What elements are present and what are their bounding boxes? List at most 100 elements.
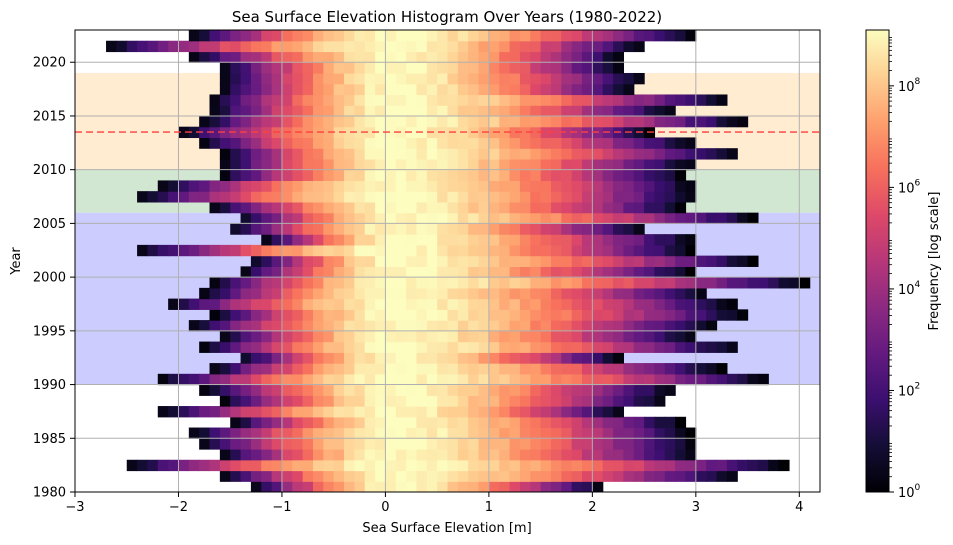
heatmap-cell <box>209 341 221 353</box>
heatmap-cell <box>447 309 459 321</box>
heatmap-cell <box>550 180 562 192</box>
heatmap-cell <box>571 427 583 439</box>
heatmap-cell <box>406 277 418 289</box>
heatmap-cell <box>437 94 449 106</box>
heatmap-cell <box>695 287 707 300</box>
heatmap-cell <box>219 384 231 396</box>
heatmap-cell <box>530 40 542 53</box>
heatmap-cell <box>447 105 459 117</box>
heatmap-cell <box>540 51 552 63</box>
heatmap-cell <box>354 223 366 235</box>
heatmap-cell <box>188 298 200 310</box>
heatmap-cell <box>561 427 573 439</box>
heatmap-cell <box>519 137 531 149</box>
heatmap-cell <box>188 30 200 42</box>
heatmap-cell <box>178 244 190 257</box>
heatmap-cell <box>654 266 666 278</box>
heatmap-cell <box>375 148 387 160</box>
heatmap-cell <box>716 470 728 482</box>
heatmap-cell <box>240 277 252 289</box>
heatmap-cell <box>240 169 252 182</box>
heatmap-cell <box>302 62 314 74</box>
heatmap-cell <box>333 363 345 375</box>
heatmap-cell <box>695 255 707 267</box>
y-tick-label: 2015 <box>33 109 66 124</box>
heatmap-cell <box>550 287 562 300</box>
heatmap-cell <box>354 94 366 106</box>
heatmap-cell <box>168 406 180 418</box>
heatmap-cell <box>385 223 397 235</box>
heatmap-cell <box>633 201 645 214</box>
heatmap-cell <box>137 244 149 257</box>
heatmap-cell <box>354 51 366 63</box>
heatmap-cell <box>271 277 283 289</box>
heatmap-cell <box>375 255 387 267</box>
heatmap-cell <box>302 180 314 192</box>
heatmap-cell <box>375 51 387 63</box>
heatmap-cell <box>209 94 221 106</box>
heatmap-cell <box>354 180 366 192</box>
heatmap-cell <box>364 223 376 235</box>
heatmap-cell <box>406 320 418 332</box>
heatmap-cell <box>395 298 407 310</box>
heatmap-cell <box>664 30 676 42</box>
heatmap-cell <box>292 201 304 214</box>
heatmap-cell <box>499 470 511 482</box>
heatmap-cell <box>633 459 645 472</box>
heatmap-cell <box>571 223 583 235</box>
heatmap-cell <box>302 201 314 214</box>
heatmap-cell <box>509 406 521 418</box>
heatmap-cell <box>312 83 324 96</box>
heatmap-cell <box>240 427 252 439</box>
heatmap-cell <box>457 137 469 149</box>
heatmap-cell <box>468 363 480 375</box>
heatmap-cell <box>582 406 593 418</box>
heatmap-cell <box>664 244 676 257</box>
heatmap-cell <box>230 449 242 461</box>
heatmap-cell <box>457 83 469 96</box>
heatmap-cell <box>613 363 625 375</box>
heatmap-cell <box>281 330 293 343</box>
heatmap-cell <box>644 158 656 171</box>
heatmap-cell <box>354 298 366 310</box>
heatmap-cell <box>582 438 593 450</box>
heatmap-cell <box>571 51 583 63</box>
heatmap-cell <box>664 105 676 117</box>
heatmap-cell <box>644 395 656 407</box>
heatmap-cell <box>250 298 262 310</box>
heatmap-cell <box>333 234 345 246</box>
heatmap-cell <box>416 83 428 96</box>
heatmap-cell <box>613 62 625 74</box>
heatmap-cell <box>675 234 687 246</box>
heatmap-cell <box>519 72 531 85</box>
heatmap-cell <box>364 406 376 418</box>
heatmap-cell <box>623 158 635 171</box>
heatmap-cell <box>468 416 480 429</box>
heatmap-cell <box>395 223 407 235</box>
heatmap-cell <box>561 277 573 289</box>
heatmap-cell <box>530 266 542 278</box>
heatmap-cell <box>592 244 604 257</box>
heatmap-cell <box>292 481 304 492</box>
heatmap-cell <box>199 115 211 128</box>
heatmap-cell <box>209 459 221 472</box>
heatmap-cell <box>406 62 418 74</box>
heatmap-cell <box>416 481 428 492</box>
heatmap-cell <box>147 191 159 203</box>
heatmap-cell <box>447 51 459 63</box>
heatmap-cell <box>271 62 283 74</box>
heatmap-cell <box>240 94 252 106</box>
heatmap-cell <box>509 72 521 85</box>
heatmap-cell <box>281 72 293 85</box>
heatmap-cell <box>519 83 531 96</box>
heatmap-cell <box>685 449 697 461</box>
heatmap-cell <box>468 51 480 63</box>
heatmap-cell <box>592 406 604 418</box>
heatmap-cell <box>571 115 583 128</box>
heatmap-cell <box>447 395 459 407</box>
heatmap-cell <box>344 62 355 74</box>
heatmap-cell <box>716 255 728 267</box>
heatmap-cell <box>613 244 625 257</box>
heatmap-cell <box>561 169 573 182</box>
heatmap-cell <box>561 201 573 214</box>
